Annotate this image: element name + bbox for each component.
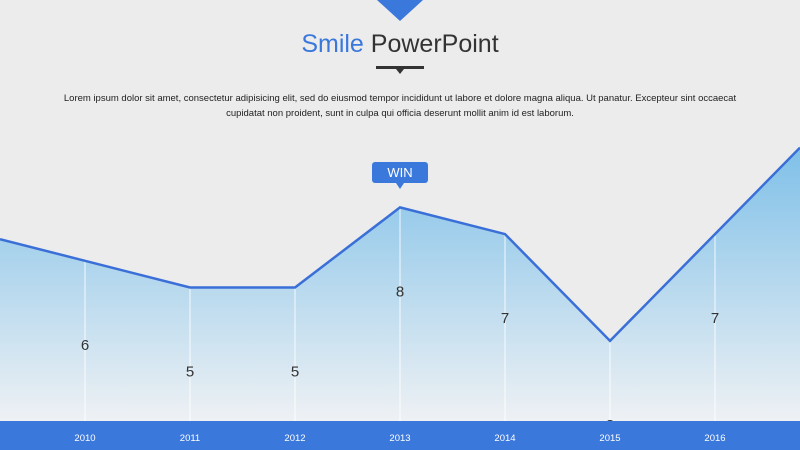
x-axis-bar — [0, 421, 800, 450]
x-tick-2010: 2010 — [74, 433, 95, 444]
data-label-2013: 8 — [396, 283, 404, 300]
x-tick-2013: 2013 — [389, 433, 410, 444]
data-label-2014: 7 — [501, 310, 509, 327]
x-tick-2014: 2014 — [494, 433, 515, 444]
win-badge: WIN — [372, 162, 428, 190]
data-label-2010: 6 — [81, 337, 89, 354]
title-rest: PowerPoint — [370, 30, 499, 58]
title-underline-pointer — [396, 69, 404, 74]
data-label-2011: 5 — [186, 364, 194, 381]
x-tick-2012: 2012 — [284, 433, 305, 444]
intro-paragraph: Lorem ipsum dolor sit amet, consectetur … — [63, 93, 737, 119]
data-label-2012: 5 — [291, 364, 299, 381]
x-tick-2015: 2015 — [599, 433, 620, 444]
title-underline — [376, 66, 424, 69]
series-line — [0, 146, 800, 343]
x-tick-2016: 2016 — [704, 433, 725, 444]
x-tick-2011: 2011 — [180, 433, 200, 444]
top-triangle-marker — [377, 0, 423, 21]
title-accent: Smile — [301, 30, 364, 58]
win-badge-label: WIN — [387, 165, 413, 181]
page-title: Smile PowerPoint — [0, 30, 800, 59]
data-label-2016: 7 — [711, 310, 719, 327]
x-axis-ticks: 2010 2011 2012 2013 2014 2015 2016 — [74, 433, 725, 444]
